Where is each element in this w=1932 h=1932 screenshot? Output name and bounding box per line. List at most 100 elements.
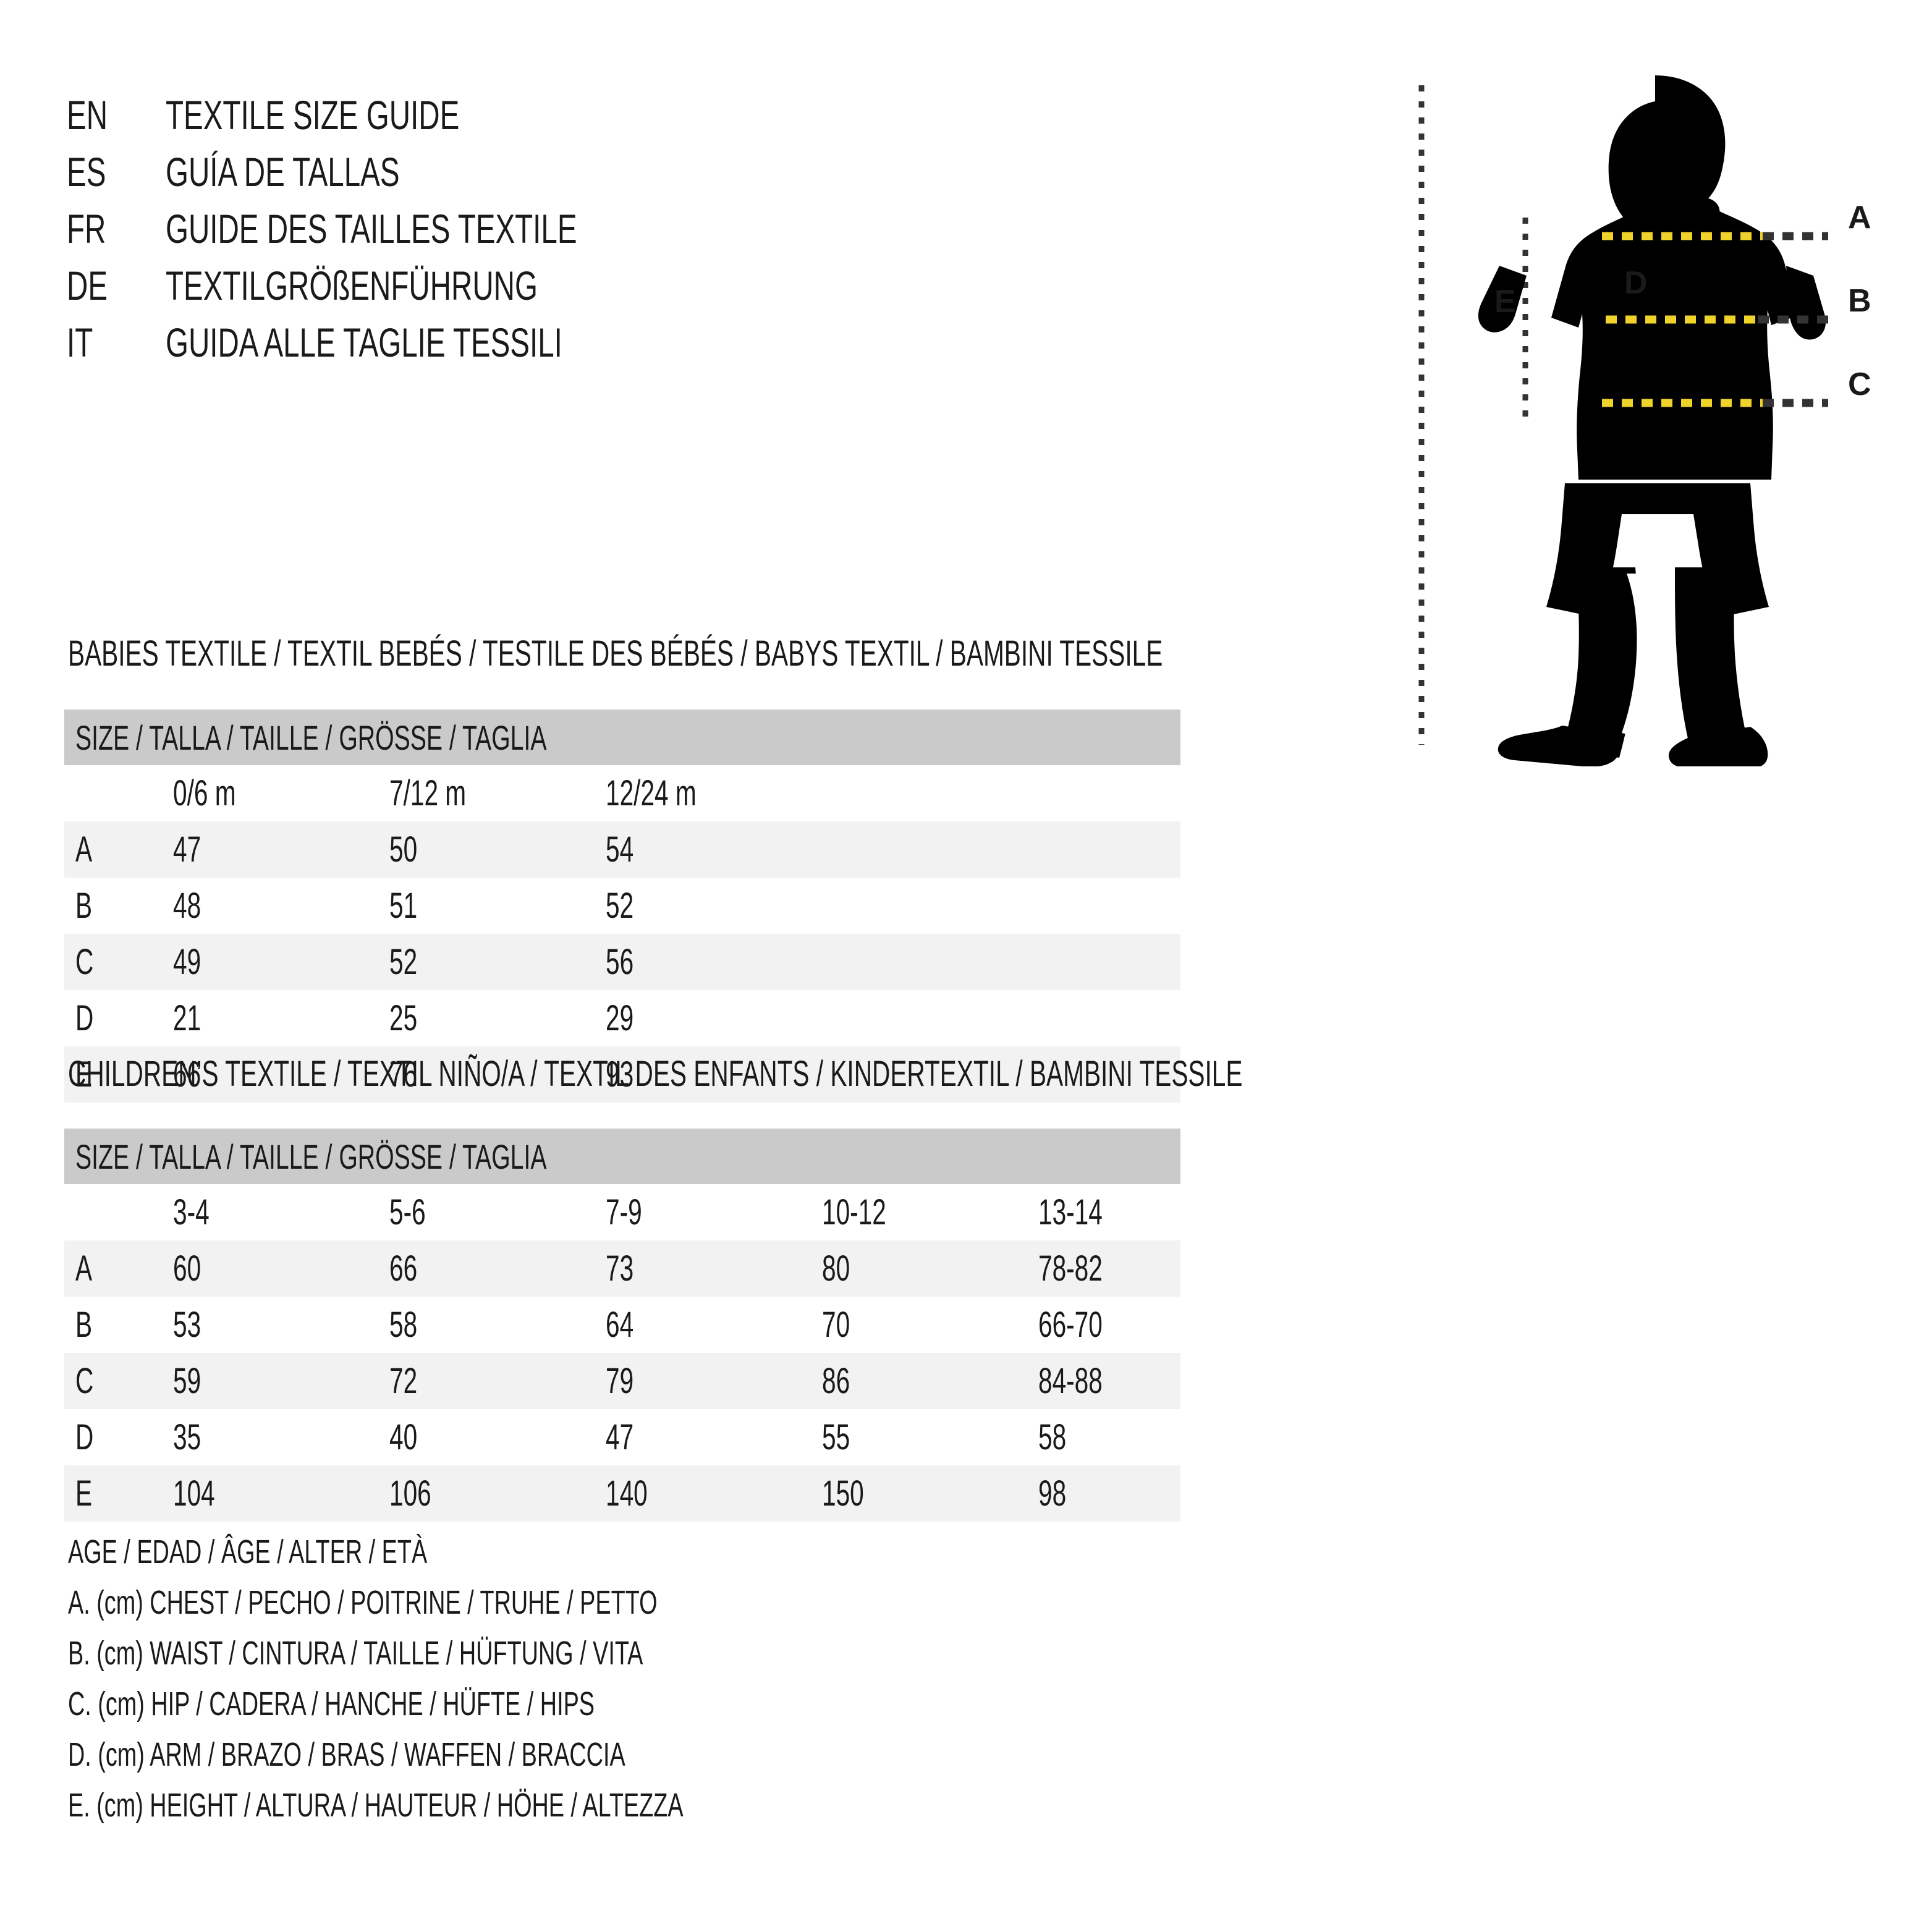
table-cell: 150 [822, 1473, 864, 1514]
table-cell: 106 [389, 1473, 431, 1514]
language-row-it: IT GUIDA ALLE TAGLIE TESSILI [67, 314, 932, 371]
dimension-label-b: B [1848, 283, 1871, 319]
table-cell: 59 [173, 1361, 201, 1401]
table-cell: 47 [173, 829, 201, 870]
language-row-de: DE TEXTILGRÖßENFÜHRUNG [67, 257, 932, 314]
child-silhouette-diagram [1418, 75, 1828, 766]
children-column-header: 10-12 [822, 1192, 886, 1232]
dimension-label-d: D [1624, 265, 1648, 301]
table-cell: 72 [389, 1361, 418, 1401]
dimension-label-e: E [1494, 284, 1516, 320]
row-letter: B [75, 886, 93, 926]
children-size-table: SIZE / TALLA / TAILLE / GRÖSSE / TAGLIA … [64, 1129, 1180, 1522]
table-cell: 48 [173, 886, 201, 926]
table-row: E 66 76 93 [64, 1046, 1180, 1103]
row-letter: D [75, 998, 94, 1038]
table-cell: 73 [606, 1248, 634, 1289]
table-row: D 21 25 29 [64, 990, 1180, 1046]
table-cell: 79 [606, 1361, 634, 1401]
children-band-label: SIZE / TALLA / TAILLE / GRÖSSE / TAGLIA [75, 1137, 547, 1176]
children-column-header: 5-6 [389, 1192, 426, 1232]
table-cell: 64 [606, 1305, 634, 1345]
table-cell: 49 [173, 942, 201, 982]
table-row: A 47 50 54 [64, 821, 1180, 878]
row-letter: C [75, 942, 94, 982]
table-row: D 35 40 47 55 58 [64, 1409, 1180, 1465]
row-letter: E [75, 1473, 93, 1514]
babies-column-header-row: 0/6 m 7/12 m 12/24 m [64, 765, 1180, 821]
children-column-header: 3-4 [173, 1192, 210, 1232]
language-title-fr: GUIDE DES TAILLES TEXTILE [166, 206, 577, 252]
row-letter: C [75, 1361, 94, 1401]
table-row: B 53 58 64 70 66-70 [64, 1297, 1180, 1353]
table-cell: 84-88 [1038, 1361, 1103, 1401]
babies-column-header: 0/6 m [173, 773, 236, 813]
table-cell: 98 [1038, 1473, 1067, 1514]
language-title-it: GUIDA ALLE TAGLIE TESSILI [166, 320, 562, 365]
language-row-en: EN TEXTILE SIZE GUIDE [67, 87, 932, 143]
measurement-figure-panel: A B C D E [1384, 62, 1928, 766]
table-cell: 50 [389, 829, 418, 870]
table-cell: 29 [606, 998, 634, 1038]
language-code-de: DE [67, 263, 108, 308]
table-row: B 48 51 52 [64, 878, 1180, 934]
language-code-en: EN [67, 92, 108, 138]
table-cell: 52 [389, 942, 418, 982]
table-cell: 54 [606, 829, 634, 870]
babies-section-title: BABIES TEXTILE / TEXTIL BEBÉS / TESTILE … [68, 633, 1163, 674]
language-row-es: ES GUÍA DE TALLAS [67, 143, 932, 200]
row-letter: D [75, 1417, 94, 1457]
table-cell: 55 [822, 1417, 850, 1457]
babies-size-table: SIZE / TALLA / TAILLE / GRÖSSE / TAGLIA … [64, 710, 1180, 1103]
table-cell: 56 [606, 942, 634, 982]
language-title-de: TEXTILGRÖßENFÜHRUNG [166, 263, 538, 308]
table-cell: 52 [606, 886, 634, 926]
table-cell: 70 [822, 1305, 850, 1345]
row-letter: A [75, 1248, 93, 1289]
table-cell: 21 [173, 998, 201, 1038]
legend-entry-c: C. (cm) HIP / CADERA / HANCHE / HÜFTE / … [68, 1685, 595, 1722]
table-row: E 104 106 140 150 98 [64, 1465, 1180, 1522]
row-letter: E [75, 1054, 93, 1095]
dimension-label-c: C [1848, 366, 1871, 402]
table-cell: 40 [389, 1417, 418, 1457]
children-column-header: 7-9 [606, 1192, 642, 1232]
table-cell: 53 [173, 1305, 201, 1345]
table-cell: 76 [389, 1054, 418, 1095]
language-header-block: EN TEXTILE SIZE GUIDE ES GUÍA DE TALLAS … [67, 87, 932, 371]
legend-entry-a: A. (cm) CHEST / PECHO / POITRINE / TRUHE… [68, 1584, 658, 1621]
table-cell: 51 [389, 886, 418, 926]
language-code-it: IT [67, 320, 93, 365]
table-cell: 93 [606, 1054, 634, 1095]
babies-band-label: SIZE / TALLA / TAILLE / GRÖSSE / TAGLIA [75, 718, 547, 757]
table-cell: 58 [1038, 1417, 1067, 1457]
table-cell: 140 [606, 1473, 648, 1514]
table-cell: 25 [389, 998, 418, 1038]
table-cell: 80 [822, 1248, 850, 1289]
children-section-title: CHILDREN’S TEXTILE / TEXTIL NIÑO/A / TEX… [68, 1054, 1243, 1094]
table-cell: 104 [173, 1473, 215, 1514]
table-cell: 66 [173, 1054, 201, 1095]
children-column-header-row: 3-4 5-6 7-9 10-12 13-14 [64, 1184, 1180, 1240]
table-cell: 66-70 [1038, 1305, 1103, 1345]
babies-column-header: 12/24 m [606, 773, 697, 813]
table-cell: 78-82 [1038, 1248, 1103, 1289]
table-cell: 86 [822, 1361, 850, 1401]
table-cell: 35 [173, 1417, 201, 1457]
table-cell: 66 [389, 1248, 418, 1289]
child-silhouette-shape [1478, 75, 1826, 766]
legend-entry-b: B. (cm) WAIST / CINTURA / TAILLE / HÜFTU… [68, 1635, 643, 1672]
language-code-es: ES [67, 149, 106, 195]
table-cell: 60 [173, 1248, 201, 1289]
children-table-band: SIZE / TALLA / TAILLE / GRÖSSE / TAGLIA [64, 1129, 1180, 1184]
legend-entry-d: D. (cm) ARM / BRAZO / BRAS / WAFFEN / BR… [68, 1736, 625, 1773]
table-row: A 60 66 73 80 78-82 [64, 1240, 1180, 1297]
table-row: C 59 72 79 86 84-88 [64, 1353, 1180, 1409]
row-letter: A [75, 829, 93, 870]
table-cell: 47 [606, 1417, 634, 1457]
legend-heading: AGE / EDAD / ÂGE / ALTER / ETÀ [68, 1533, 428, 1570]
babies-table-band: SIZE / TALLA / TAILLE / GRÖSSE / TAGLIA [64, 710, 1180, 765]
children-column-header: 13-14 [1038, 1192, 1103, 1232]
language-title-en: TEXTILE SIZE GUIDE [166, 92, 460, 138]
language-code-fr: FR [67, 206, 106, 252]
